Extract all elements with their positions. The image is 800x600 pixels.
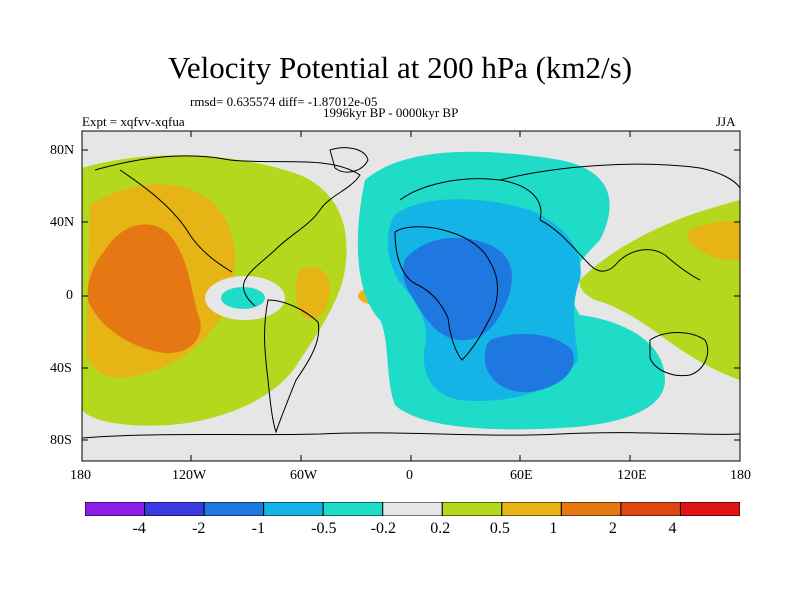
stats-text: rmsd= 0.635574 diff= -1.87012e-05 bbox=[190, 94, 378, 109]
colorbar-box bbox=[560, 502, 622, 516]
colorbar-label: -1 bbox=[251, 520, 265, 537]
colorbar-label: 0.5 bbox=[489, 520, 510, 537]
colorbar-label: 1 bbox=[549, 520, 558, 537]
axis-ticks bbox=[81, 131, 741, 461]
experiment-text: Expt = xqfvv-xqfua bbox=[82, 114, 185, 129]
lat-label: 0 bbox=[66, 288, 73, 303]
lon-label: 180 bbox=[70, 468, 91, 483]
colorbar-box bbox=[620, 502, 681, 516]
lat-label: 80S bbox=[50, 433, 72, 448]
colorbar-label: -4 bbox=[132, 520, 146, 537]
colorbar-label: 0.2 bbox=[430, 520, 451, 537]
map-title: Velocity Potential at 200 hPa (km2/s) bbox=[167, 50, 633, 85]
colorbar-box bbox=[322, 502, 384, 516]
colorbar-label: -0.5 bbox=[311, 520, 337, 537]
lon-label: 120W bbox=[172, 468, 207, 483]
colorbar-box bbox=[501, 502, 562, 516]
colorbar bbox=[85, 502, 740, 516]
colorbar-label: 2 bbox=[608, 520, 617, 537]
colorbar-box bbox=[203, 502, 265, 516]
lon-label: 180 bbox=[730, 468, 751, 483]
colorbar-label: -0.2 bbox=[370, 520, 397, 537]
map-field bbox=[82, 131, 740, 461]
lon-label: 60E bbox=[510, 468, 533, 483]
lat-label: 40S bbox=[50, 361, 72, 376]
colorbar-box bbox=[85, 502, 146, 516]
period-text: 1996kyr BP - 0000kyr BP bbox=[323, 105, 459, 120]
colorbar-box bbox=[382, 502, 443, 516]
lon-label: 60W bbox=[290, 468, 318, 483]
colorbar-label: 4 bbox=[668, 520, 677, 537]
colorbar-box bbox=[263, 502, 324, 516]
colorbar-box bbox=[679, 502, 740, 516]
lat-label: 40N bbox=[50, 215, 75, 230]
colorbar-box bbox=[144, 502, 205, 516]
lon-label: 120E bbox=[617, 468, 647, 483]
colorbar-label: -2 bbox=[192, 520, 206, 537]
lat-label: 80N bbox=[50, 143, 75, 158]
season-text: JJA bbox=[716, 114, 736, 129]
lon-label: 0 bbox=[406, 468, 413, 483]
colorbar-box bbox=[441, 502, 503, 516]
